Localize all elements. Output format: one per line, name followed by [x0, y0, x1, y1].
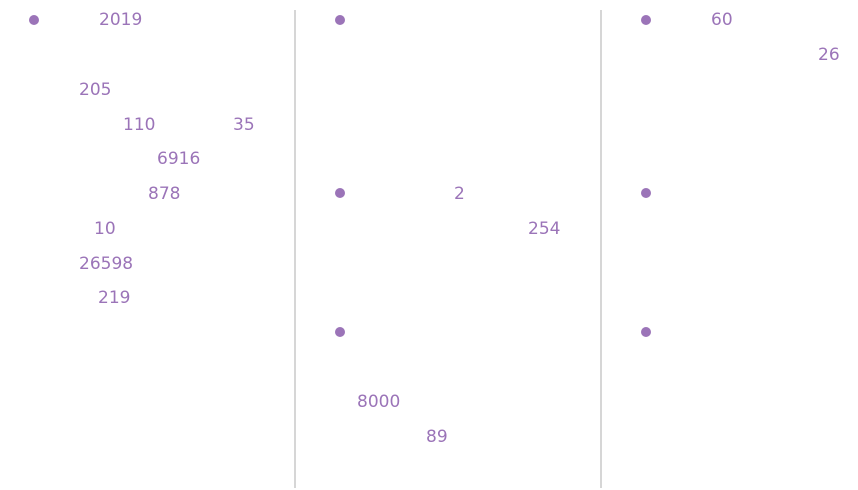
bullet [641, 327, 651, 337]
text: 2019 [99, 10, 143, 30]
bullet [641, 188, 651, 198]
text: 35 [233, 115, 255, 135]
text: 110 [123, 115, 156, 135]
text: 8000 [357, 392, 401, 412]
text: 878 [148, 184, 181, 204]
text: 6916 [157, 149, 201, 169]
text: 26 [818, 45, 840, 65]
bullet [29, 15, 39, 25]
bullet [335, 188, 345, 198]
bullet [335, 327, 345, 337]
text: 2 [454, 184, 465, 204]
text: 26598 [79, 254, 134, 274]
bullet [641, 15, 651, 25]
bullet [335, 15, 345, 25]
text: 10 [94, 219, 116, 239]
column-divider [294, 10, 296, 488]
text: 219 [98, 288, 131, 308]
text: 60 [711, 10, 733, 30]
column-divider [600, 10, 602, 488]
text: 254 [528, 219, 561, 239]
text: 89 [426, 427, 448, 447]
text: 205 [79, 80, 112, 100]
